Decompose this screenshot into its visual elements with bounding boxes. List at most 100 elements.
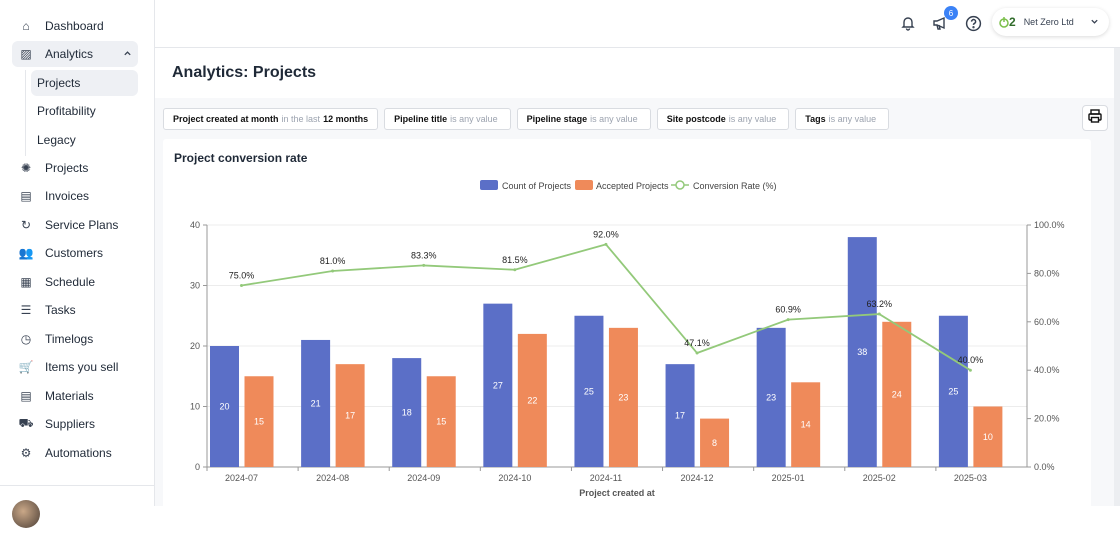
bar-value-label: 15	[254, 417, 264, 427]
sidebar-item-label: Tasks	[45, 303, 76, 317]
accepted-bar	[244, 376, 274, 467]
sidebar-item-materials[interactable]: ▤ Materials	[12, 383, 138, 409]
rate-point	[240, 284, 243, 287]
print-button[interactable]	[1082, 105, 1108, 131]
rate-point	[695, 351, 699, 355]
count-bar	[665, 364, 695, 467]
sidebar-item-label: Schedule	[45, 275, 96, 289]
bar-value-label: 14	[801, 420, 811, 430]
filter-chip[interactable]: Site postcode is any value	[656, 108, 790, 130]
sidebar-item-label: Timelogs	[45, 332, 94, 346]
rate-point	[422, 263, 426, 267]
rate-label: 40.0%	[958, 355, 984, 365]
help-icon[interactable]	[963, 13, 983, 33]
bar-value-label: 24	[892, 389, 902, 399]
rate-label: 92.0%	[593, 229, 619, 239]
bar-value-label: 25	[948, 386, 958, 396]
filter-chip[interactable]: Pipeline stage is any value	[516, 108, 651, 130]
y2-tick-label: 60.0%	[1034, 317, 1060, 327]
bar-value-label: 22	[527, 395, 537, 405]
filter-operator: is any value	[450, 114, 498, 124]
megaphone-icon[interactable]	[930, 13, 950, 33]
rate-label: 63.2%	[867, 299, 893, 309]
calendar-icon: ▦	[20, 275, 32, 289]
y-tick-label: 40	[190, 220, 200, 230]
printer-icon	[1087, 108, 1103, 129]
users-icon: 👥	[18, 246, 34, 260]
org-name: Net Zero Ltd	[1023, 17, 1074, 27]
filter-value: 12 months	[323, 114, 369, 124]
submenu-item-projects[interactable]: Projects	[31, 70, 138, 96]
scrollbar[interactable]	[1114, 48, 1120, 506]
sidebar-item-projects[interactable]: ✺ Projects	[12, 155, 138, 181]
sidebar-item-label: Service Plans	[45, 218, 119, 232]
filter-operator: is any value	[590, 114, 638, 124]
lightbulb-icon: ✺	[20, 161, 32, 175]
bar-value-label: 21	[311, 398, 321, 408]
y2-tick-label: 20.0%	[1034, 414, 1060, 424]
title-bar: Analytics: Projects	[155, 48, 1120, 98]
chevron-down-icon	[1090, 17, 1099, 28]
list-icon: ☰	[20, 303, 32, 317]
filter-chip[interactable]: Pipeline title is any value	[384, 108, 511, 130]
conversion-chart: 0 10 20 30 40 0.0% 20.0% 40.0% 60.0% 80.0% 100.0% 2…	[190, 180, 1065, 498]
submenu-item-legacy[interactable]: Legacy	[37, 133, 76, 147]
sidebar: ⌂ Dashboard ▨ Analytics ✺ Projects ▤ Invoices ↻ S…	[0, 0, 155, 528]
sidebar-item-tasks[interactable]: ☰ Tasks	[12, 297, 138, 323]
sidebar-item-items-you-sell[interactable]: 🛒 Items you sell	[12, 354, 138, 380]
sidebar-item-label: Invoices	[45, 189, 90, 203]
sidebar-item-label: Suppliers	[45, 417, 96, 431]
sidebar-item-suppliers[interactable]: ⛟ Suppliers	[12, 411, 138, 437]
clipboard-icon: ▤	[20, 389, 32, 403]
filter-chip[interactable]: Project created at month in the last 12 mo…	[163, 108, 379, 130]
bar-value-label: 10	[983, 432, 993, 442]
bar-value-label: 17	[345, 411, 355, 421]
count-bar	[483, 303, 513, 467]
count-bar	[301, 339, 331, 467]
sidebar-item-timelogs[interactable]: ◷ Timelogs	[12, 326, 138, 352]
bar-value-label: 18	[402, 408, 412, 418]
bar-value-label: 25	[584, 386, 594, 396]
sidebar-item-dashboard[interactable]: ⌂ Dashboard	[12, 13, 138, 39]
chart-card: Project conversion rate 0 10 20 30 40 0.0% 20.…	[163, 139, 1091, 559]
bar-value-label: 20	[219, 402, 229, 412]
user-profile[interactable]	[0, 485, 154, 528]
y2-tick-label: 100.0%	[1034, 220, 1065, 230]
sidebar-item-invoices[interactable]: ▤ Invoices	[12, 183, 138, 209]
filter-field: Pipeline title	[394, 114, 448, 124]
top-header	[155, 0, 1120, 48]
avatar	[12, 500, 40, 528]
rate-label: 75.0%	[229, 271, 255, 281]
home-icon: ⌂	[22, 19, 30, 33]
filter-operator: in the last	[281, 114, 321, 124]
x-tick-label: 2024-07	[225, 473, 258, 483]
submenu-line	[25, 70, 26, 156]
accepted-bar	[426, 376, 456, 467]
bar-value-label: 8	[712, 438, 717, 448]
legend-swatch-count	[480, 180, 498, 190]
filter-chip[interactable]: Tags is any value	[795, 108, 890, 130]
bell-icon[interactable]	[898, 13, 918, 33]
rate-point	[331, 269, 335, 273]
sidebar-item-automations[interactable]: ⚙ Automations	[12, 440, 138, 466]
accepted-bar	[335, 364, 365, 467]
submenu-item-profitability[interactable]: Profitability	[37, 104, 96, 118]
count-bar	[938, 315, 968, 467]
sidebar-item-customers[interactable]: 👥 Customers	[12, 240, 138, 266]
filter-field: Project created at month	[173, 114, 279, 124]
filter-field: Pipeline stage	[526, 114, 588, 124]
count-bar	[847, 237, 877, 467]
sidebar-item-label: Customers	[45, 246, 104, 260]
sidebar-item-label: Items you sell	[45, 360, 119, 374]
y-tick-label: 30	[190, 281, 200, 291]
sidebar-item-analytics[interactable]: ▨ Analytics	[12, 41, 138, 67]
accepted-bar	[517, 333, 547, 467]
rate-label: 47.1%	[684, 338, 710, 348]
y2-tick-label: 0.0%	[1034, 462, 1055, 472]
accepted-bar	[608, 327, 638, 467]
rate-point	[877, 312, 881, 316]
organization-switcher[interactable]: 2 Net Zero Ltd	[992, 8, 1109, 36]
sidebar-item-service-plans[interactable]: ↻ Service Plans	[12, 212, 138, 238]
sidebar-item-schedule[interactable]: ▦ Schedule	[12, 269, 138, 295]
legend-label: Accepted Projects	[596, 181, 669, 191]
